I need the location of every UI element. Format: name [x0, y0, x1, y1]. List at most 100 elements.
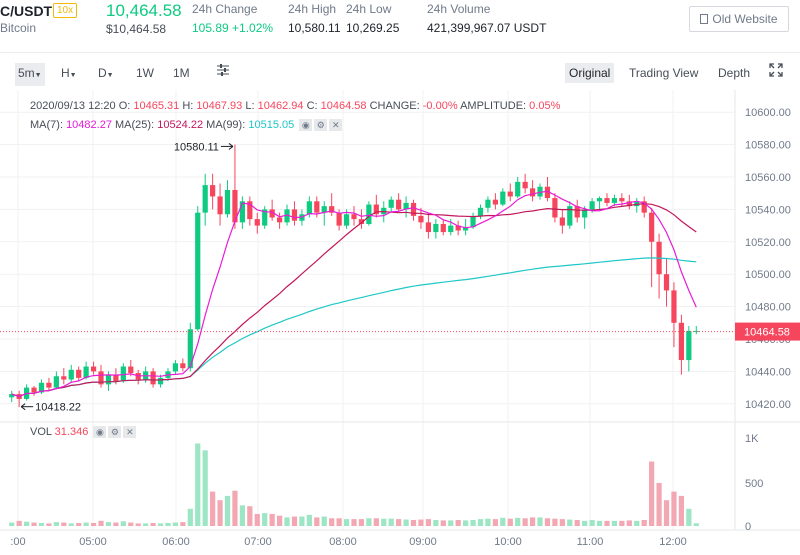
- interval-5m-label: 5m: [18, 66, 35, 80]
- volume-bar: [291, 516, 298, 526]
- volume-bar: [321, 516, 327, 526]
- candle-body: [515, 181, 521, 197]
- interval-day[interactable]: D▼: [98, 63, 114, 86]
- eye-icon[interactable]: ◉: [299, 119, 313, 132]
- time-tick-label: 11:00: [577, 536, 604, 548]
- volume-bar: [306, 514, 312, 526]
- candle-body: [329, 206, 335, 213]
- candle-body: [262, 209, 268, 226]
- volume-bar: [552, 518, 558, 526]
- interval-hour[interactable]: H▼: [61, 63, 77, 86]
- volume-bar: [157, 523, 164, 526]
- chart-toolbar: 5m▼ H▼ D▼ 1W 1M Original Trading View De…: [0, 61, 800, 87]
- volume-bar: [663, 500, 670, 526]
- interval-5m[interactable]: 5m▼: [15, 63, 45, 86]
- settings-icon[interactable]: ⚙: [314, 119, 328, 132]
- leverage-badge[interactable]: 10x: [53, 3, 78, 18]
- legend-low-label: L:: [245, 100, 255, 112]
- chevron-down-icon: ▼: [106, 72, 114, 79]
- volume-bar: [529, 517, 536, 526]
- volume-tick-label: 500: [745, 478, 763, 490]
- document-icon: [700, 14, 709, 24]
- candle-body: [120, 366, 126, 382]
- close-icon[interactable]: ✕: [329, 119, 343, 132]
- volume-bar: [537, 517, 543, 526]
- volume-bar: [143, 523, 149, 526]
- candle-body: [433, 223, 439, 233]
- volume-tick-label: 1K: [745, 433, 759, 445]
- candle-body: [202, 185, 208, 213]
- close-icon[interactable]: ✕: [123, 426, 137, 439]
- volume-bar: [492, 519, 498, 526]
- candle-body: [284, 209, 290, 223]
- fullscreen-icon[interactable]: [769, 63, 783, 83]
- candle-body: [403, 202, 409, 210]
- candle-body: [195, 212, 201, 330]
- candle-body: [641, 201, 647, 213]
- candle-body: [649, 212, 655, 242]
- interval-1m[interactable]: 1M: [173, 66, 190, 80]
- candle-body: [448, 225, 454, 233]
- legend-close: 10464.58: [320, 100, 367, 112]
- volume-bar: [582, 520, 588, 526]
- candle-body: [276, 217, 283, 223]
- volume-bar: [262, 513, 268, 526]
- legend-high: 10467.93: [196, 100, 243, 112]
- volume-bar: [23, 521, 30, 526]
- ma25-line: [11, 203, 697, 398]
- volume-bar: [485, 518, 491, 526]
- candle-body: [485, 199, 491, 208]
- candle-body: [619, 198, 625, 202]
- settings-icon[interactable]: ⚙: [108, 426, 122, 439]
- legend-amplitude-label: AMPLITUDE:: [460, 100, 527, 112]
- high-marker-arrowhead: [228, 143, 234, 150]
- candle-body: [410, 202, 417, 216]
- coin-name: Bitcoin: [0, 21, 37, 35]
- candle-body: [678, 322, 685, 361]
- volume-bar: [113, 522, 119, 526]
- interval-1w[interactable]: 1W: [136, 66, 154, 80]
- candle-body: [321, 206, 327, 213]
- legend-change: -0.00%: [422, 100, 458, 112]
- candle-body: [68, 369, 74, 380]
- time-tick-label: :00: [10, 536, 25, 548]
- volume-bar: [90, 522, 97, 526]
- volume-bar: [626, 520, 632, 526]
- candle-body: [366, 204, 372, 224]
- candle-body: [53, 376, 59, 388]
- symbol-label[interactable]: C/USDT: [0, 3, 53, 19]
- volume-legend: VOL 31.346 ◉ ⚙ ✕: [30, 426, 137, 439]
- old-website-button[interactable]: Old Website: [689, 6, 789, 32]
- candle-body: [552, 198, 558, 218]
- legend-high-label: H:: [182, 100, 194, 112]
- view-trading-view[interactable]: Trading View: [629, 66, 699, 80]
- candle-body: [46, 382, 52, 388]
- time-tick-label: 08:00: [329, 536, 357, 548]
- price-tick-label: 10580.00: [745, 140, 791, 152]
- view-depth[interactable]: Depth: [718, 66, 751, 80]
- ma7-line: [11, 190, 697, 398]
- indicator-settings-icon[interactable]: [216, 63, 230, 83]
- candle-body: [604, 198, 610, 203]
- candle-body: [247, 201, 253, 220]
- candle-body: [477, 207, 484, 216]
- eye-icon[interactable]: ◉: [93, 426, 107, 439]
- time-tick-label: 05:00: [79, 536, 107, 548]
- candle-body: [31, 387, 37, 393]
- volume-bar: [507, 518, 513, 526]
- candle-body: [500, 191, 506, 205]
- volume-bar: [284, 517, 290, 526]
- candle-body: [470, 215, 476, 228]
- volume-bar: [83, 522, 89, 526]
- volume-bar: [515, 517, 521, 526]
- interval-day-label: D: [98, 66, 107, 80]
- interval-hour-label: H: [61, 66, 70, 80]
- candle-body: [336, 212, 342, 226]
- candle-body: [128, 366, 134, 374]
- volume-bar: [150, 522, 156, 526]
- volume-bar: [76, 522, 82, 526]
- volume-bar: [433, 519, 439, 526]
- view-original[interactable]: Original: [565, 63, 615, 83]
- candle-body: [98, 371, 104, 385]
